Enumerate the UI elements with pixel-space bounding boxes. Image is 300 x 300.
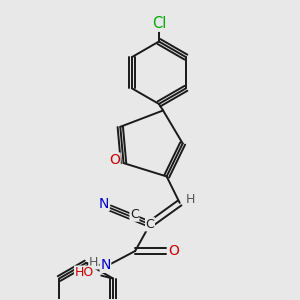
Text: Cl: Cl	[152, 16, 166, 31]
Text: O: O	[109, 153, 120, 167]
Text: C: C	[130, 208, 139, 221]
Text: O: O	[168, 244, 179, 258]
Text: N: N	[100, 258, 111, 272]
Text: H: H	[185, 194, 195, 206]
Text: H: H	[89, 256, 98, 269]
Text: HO: HO	[75, 266, 94, 279]
Text: N: N	[99, 196, 109, 211]
Text: C: C	[146, 218, 154, 231]
